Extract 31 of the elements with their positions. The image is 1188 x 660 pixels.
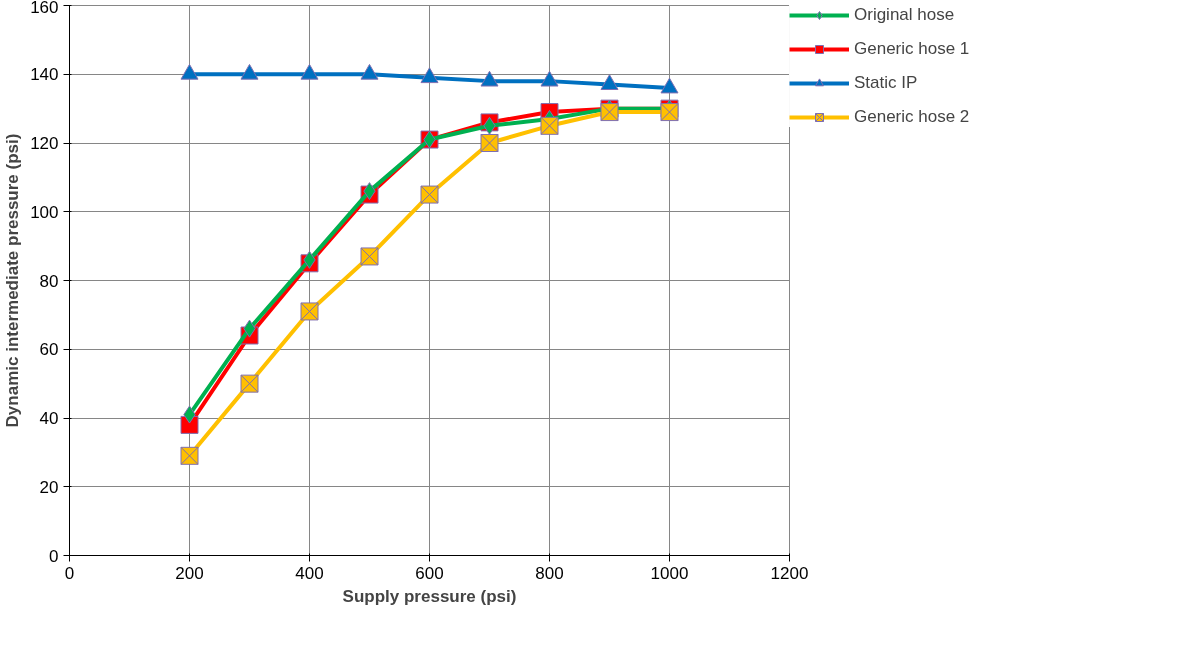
x-tick-label: 400 xyxy=(295,563,324,583)
x-tick-label: 200 xyxy=(175,563,204,583)
legend-label: Original hose xyxy=(854,5,955,25)
y-tick-label: 40 xyxy=(39,409,59,428)
y-tick-label: 140 xyxy=(30,65,59,85)
x-tick-label: 600 xyxy=(415,563,444,583)
point xyxy=(540,116,559,135)
y-tick-label: 20 xyxy=(39,477,59,497)
x-tick-label: 1200 xyxy=(770,563,809,583)
y-tick-label: 80 xyxy=(39,271,59,291)
point xyxy=(360,247,379,266)
legend-label: Static IP xyxy=(854,73,918,93)
x-tick-label: 1000 xyxy=(650,563,689,583)
point xyxy=(600,103,619,122)
point xyxy=(420,185,439,204)
point xyxy=(180,446,199,465)
y-axis-title: Dynamic intermediate pressure (psi) xyxy=(3,133,23,428)
point xyxy=(300,302,319,321)
y-tick-label: 160 xyxy=(30,0,59,17)
x-tick-label: 0 xyxy=(64,563,75,583)
y-tick-label: 100 xyxy=(30,202,59,222)
x-tick-label: 800 xyxy=(535,563,564,583)
y-tick-label: 60 xyxy=(39,340,59,360)
x-axis-title: Supply pressure (psi) xyxy=(342,586,517,606)
y-tick-label: 120 xyxy=(30,134,59,153)
legend-label: Generic hose 1 xyxy=(854,39,970,59)
point xyxy=(240,374,259,393)
point xyxy=(660,103,679,122)
legend-label: Generic hose 2 xyxy=(854,107,970,127)
point xyxy=(480,134,499,152)
y-tick-label: 0 xyxy=(49,546,59,566)
